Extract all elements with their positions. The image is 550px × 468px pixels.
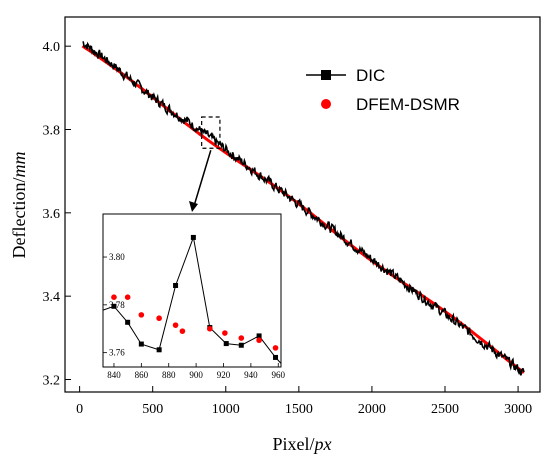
inset-x-tick-label: 960 xyxy=(272,370,286,380)
y-tick-label: 4.0 xyxy=(43,40,61,55)
inset-dfem-point xyxy=(222,330,228,336)
inset-dfem-point xyxy=(272,345,279,351)
inset-dic-point xyxy=(173,282,179,288)
x-tick-label: 2500 xyxy=(431,402,459,417)
y-tick-label: 3.8 xyxy=(43,124,61,139)
y-axis-title: Deflection/mm xyxy=(9,152,29,259)
zoom-arrow-head xyxy=(189,201,198,212)
inset-x-tick-label: 880 xyxy=(162,370,176,380)
inset-dic-point xyxy=(111,303,117,309)
main-axis-ticks: 0 500 1000 1500 2000 2500 3000 3.2 3.4 3.6 3.8 4.0 xyxy=(43,40,533,417)
inset-x-tick-label: 840 xyxy=(107,370,121,380)
x-tick-label: 2000 xyxy=(358,402,386,417)
inset-dfem-point xyxy=(172,322,179,328)
x-tick-label: 1000 xyxy=(212,402,240,417)
inset-x-tick-label: 920 xyxy=(217,370,231,380)
inset-x-tick-label: 860 xyxy=(135,370,149,380)
x-tick-label: 0 xyxy=(76,402,83,417)
dic-line xyxy=(82,41,525,376)
inset-dic-point xyxy=(273,354,279,360)
zoom-indicator xyxy=(189,116,221,212)
inset-dfem-point xyxy=(256,337,262,344)
inset-dfem-point xyxy=(156,315,162,322)
x-axis-title: Pixel/px xyxy=(272,434,331,454)
inset-dic-point xyxy=(190,234,196,240)
inset-dfem-point xyxy=(238,335,245,341)
legend-dfem-label: DFEM-DSMR xyxy=(356,95,460,114)
inset-y-tick-label: 3.80 xyxy=(109,252,125,262)
zoom-box xyxy=(201,116,221,149)
x-axis-title-main: Pixel/ xyxy=(272,434,314,454)
x-tick-label: 1500 xyxy=(285,402,313,417)
inset-dfem-point xyxy=(138,312,145,318)
inset-dic-point xyxy=(256,333,262,339)
y-tick-label: 3.6 xyxy=(43,207,61,222)
inset-dic-point xyxy=(238,342,244,348)
inset-dic-point xyxy=(138,341,144,347)
x-axis-title-unit: px xyxy=(313,434,332,454)
x-tick-label: 500 xyxy=(142,402,163,417)
inset-dic-series xyxy=(102,234,282,364)
legend-dic-label: DIC xyxy=(356,66,385,85)
inset-x-tick-label: 940 xyxy=(244,370,258,380)
inset-dfem-point xyxy=(124,294,131,300)
y-axis-title-unit: mm xyxy=(9,152,29,178)
inset-axis-ticks: 840 860 880 900 920 940 960 3.76 3.78 3.80 xyxy=(103,252,286,380)
legend: DIC DFEM-DSMR xyxy=(306,66,460,114)
inset-chart: 840 860 880 900 920 940 960 3.76 3.78 3.80 xyxy=(102,213,286,380)
y-tick-label: 3.4 xyxy=(43,290,61,305)
legend-dfem-marker xyxy=(321,99,331,109)
legend-dic-marker xyxy=(321,70,331,80)
inset-dfem-point xyxy=(179,328,186,334)
y-tick-label: 3.2 xyxy=(43,374,61,389)
inset-dfem-point xyxy=(207,325,213,332)
plot-frame xyxy=(64,16,541,393)
inset-y-tick-label: 3.76 xyxy=(109,348,125,358)
inset-dfem-point xyxy=(111,294,117,300)
inset-y-tick-label: 3.78 xyxy=(109,300,125,310)
inset-x-tick-label: 900 xyxy=(189,370,203,380)
inset-dic-point xyxy=(156,347,162,353)
zoom-arrow-line xyxy=(193,150,212,207)
inset-dic-point xyxy=(125,319,131,325)
inset-dic-point xyxy=(223,341,229,347)
x-tick-label: 3000 xyxy=(504,402,532,417)
y-axis-title-main: Deflection/ xyxy=(9,178,29,259)
inset-dfem-series xyxy=(111,294,279,351)
dic-series xyxy=(82,41,525,376)
